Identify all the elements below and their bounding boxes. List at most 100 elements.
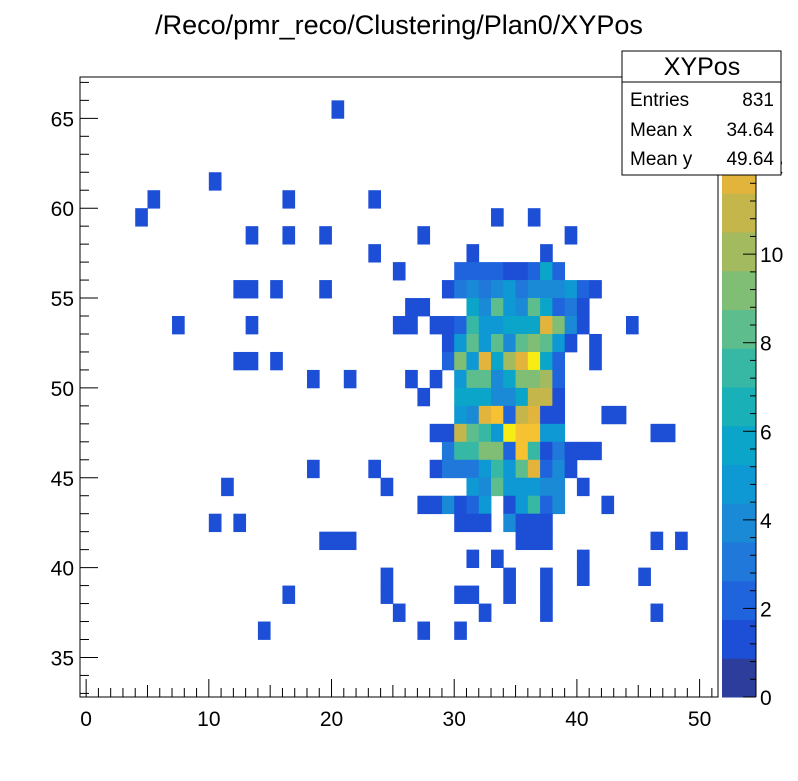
heatmap-cell [441, 423, 455, 443]
color-scale-band [722, 658, 756, 698]
heatmap-cell [515, 387, 529, 407]
heatmap-cell [576, 298, 590, 317]
color-scale-band [722, 387, 756, 427]
heatmap-cell [540, 495, 553, 515]
heatmap-cell [245, 280, 259, 299]
x-tick-label: 40 [565, 708, 588, 731]
heatmap-cell [466, 405, 480, 425]
heatmap-cell [540, 387, 553, 407]
heatmap-cell [552, 262, 566, 281]
heatmap-cell [564, 441, 578, 461]
heatmap-cell [147, 190, 161, 209]
heatmap-cell [515, 351, 529, 371]
heatmap-cell [221, 477, 234, 497]
color-scale-band [722, 580, 756, 620]
z-tick-label: 0 [760, 687, 772, 710]
heatmap-cell [503, 333, 516, 353]
heatmap-cell [466, 298, 480, 317]
heatmap-cell [576, 567, 590, 586]
heatmap-cell [478, 333, 492, 353]
heatmap-cell [245, 316, 259, 335]
heatmap-cell [306, 459, 320, 479]
heatmap-cell [515, 369, 529, 389]
heatmap-cell [552, 387, 566, 407]
heatmap-cell [478, 351, 492, 371]
heatmap-cell [392, 316, 406, 335]
heatmap-cell [503, 316, 516, 335]
y-tick-label: 35 [51, 647, 74, 670]
y-tick-label: 60 [51, 198, 74, 221]
y-tick-label: 45 [51, 468, 74, 491]
heatmap-cell [454, 351, 467, 371]
heatmap-cell [540, 603, 553, 622]
heatmap-cell [503, 513, 516, 533]
heatmap-cell [564, 298, 578, 317]
heatmap-cell [601, 495, 615, 515]
heatmap-cell [441, 351, 455, 371]
heatmap-cell [478, 603, 492, 622]
heatmap-cell [540, 585, 553, 604]
heatmap-cell [478, 369, 492, 389]
heatmap-cell [466, 369, 480, 389]
heatmap-cell [454, 405, 467, 425]
color-scale-band [722, 232, 756, 272]
x-tick-label: 10 [197, 708, 220, 731]
y-axis: 35 40 45 50 55 60 65 [51, 81, 98, 694]
heatmap-cell [478, 280, 492, 299]
color-scale-band [722, 309, 756, 349]
heatmap-cell [564, 459, 578, 479]
heatmap-cell [564, 280, 578, 299]
heatmap-cell [552, 405, 566, 425]
heatmap-cell [270, 351, 283, 371]
heatmap-cell [466, 316, 480, 335]
heatmap-cell [466, 262, 480, 281]
heatmap-cell [233, 513, 247, 533]
heatmap-cell [368, 244, 381, 263]
heatmap-cell [319, 531, 332, 551]
heatmap-cell [503, 387, 516, 407]
heatmap-cell [135, 208, 148, 227]
heatmap-cell [454, 369, 467, 389]
heatmap-cell [429, 423, 443, 443]
stats-mean-y-value: 49.64 [726, 149, 774, 170]
heatmap-cell [466, 585, 480, 604]
heatmap-cell [466, 441, 480, 461]
heatmap-cell [491, 369, 504, 389]
heatmap-cell [601, 405, 615, 425]
heatmap-cell [454, 423, 467, 443]
heatmap-cell [454, 387, 467, 407]
color-scale-band [722, 270, 756, 310]
heatmap-cell [466, 351, 480, 371]
heatmap-cell [319, 280, 332, 299]
heatmap-cell [527, 423, 541, 443]
heatmap-cell [172, 316, 185, 335]
heatmap-cell [491, 351, 504, 371]
color-scale-band [722, 193, 756, 233]
heatmap-cell [454, 333, 467, 353]
heatmap-cell [331, 531, 345, 551]
color-scale-band [722, 619, 756, 659]
heatmap-cell [491, 333, 504, 353]
heatmap-cell [478, 495, 492, 515]
heatmap-cell [331, 100, 345, 119]
heatmap-cell [589, 441, 602, 461]
heatmap-cell [454, 621, 467, 640]
z-tick-label: 10 [760, 244, 783, 267]
heatmap-cell [552, 369, 566, 389]
heatmap-cell [527, 387, 541, 407]
heatmap-cell [564, 226, 578, 245]
heatmap-cell [552, 459, 566, 479]
heatmap-cell [491, 441, 504, 461]
heatmap-cell [540, 441, 553, 461]
heatmap-cell [454, 316, 467, 335]
heatmap-cell [306, 369, 320, 389]
heatmap-cell [417, 387, 431, 407]
stats-entries-label: Entries [630, 90, 689, 111]
heatmap-cell [527, 333, 541, 353]
heatmap-cell [441, 280, 455, 299]
heatmap-cell [491, 423, 504, 443]
heatmap-cell [392, 262, 406, 281]
heatmap-cell [540, 298, 553, 317]
heatmap-cell [552, 495, 566, 515]
heatmap-cell [650, 531, 664, 551]
